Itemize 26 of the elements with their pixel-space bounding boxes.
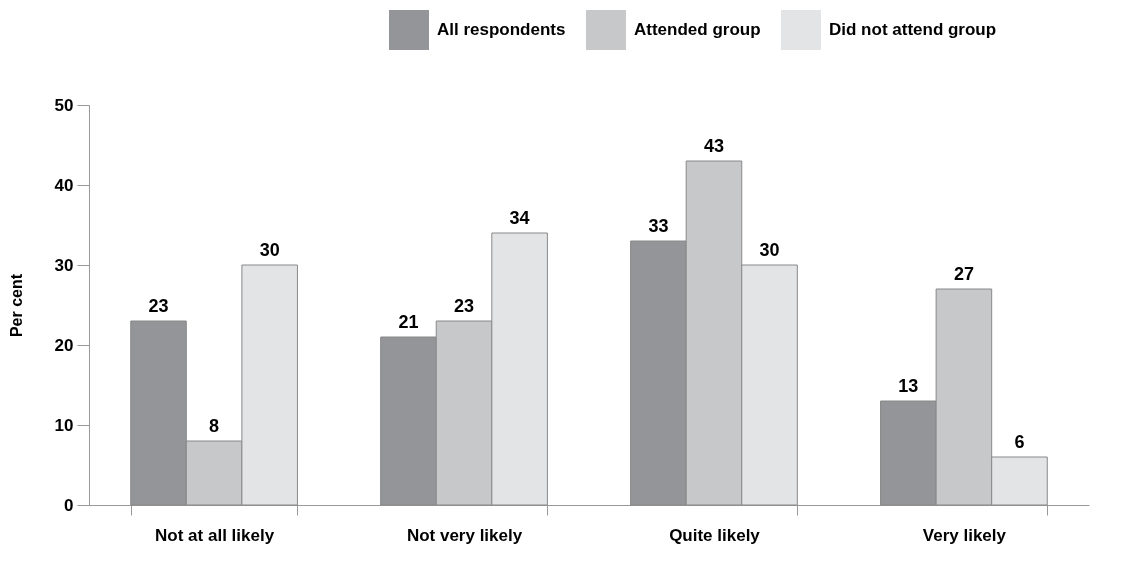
y-tick-label: 0	[64, 495, 74, 515]
y-tick-label: 30	[54, 255, 74, 275]
data-label: 13	[898, 376, 919, 396]
data-label: 30	[259, 240, 280, 260]
data-label: 27	[953, 264, 974, 284]
data-label: 30	[759, 240, 780, 260]
data-label: 33	[648, 216, 669, 236]
legend-label: Did not attend group	[829, 20, 997, 39]
y-tick-label: 40	[54, 175, 74, 195]
x-tick-label: Quite likely	[669, 525, 761, 545]
y-axis-title: Per cent	[7, 273, 25, 338]
x-tick-label: Not at all likely	[155, 525, 275, 545]
y-tick-label: 50	[54, 95, 74, 115]
y-tick-label: 20	[54, 335, 74, 355]
legend-label: All respondents	[437, 20, 566, 39]
y-tick-label: 10	[54, 415, 74, 435]
x-tick-label: Not very likely	[406, 525, 523, 545]
data-label: 21	[398, 312, 419, 332]
data-label: 23	[454, 296, 475, 316]
data-label: 6	[1014, 432, 1025, 452]
data-label: 23	[148, 296, 169, 316]
legend-label: Attended group	[634, 20, 761, 39]
data-label: 43	[703, 136, 724, 156]
data-label: 34	[509, 208, 530, 228]
x-tick-label: Very likely	[922, 525, 1007, 545]
data-label: 8	[209, 416, 220, 436]
